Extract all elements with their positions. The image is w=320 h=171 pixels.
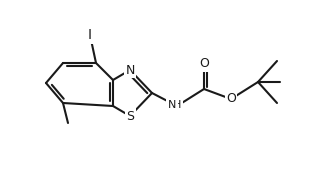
Text: O: O <box>226 92 236 105</box>
Text: H: H <box>173 100 181 110</box>
Text: N: N <box>125 63 135 76</box>
Text: N: N <box>168 100 176 110</box>
Text: I: I <box>88 28 92 42</box>
Text: S: S <box>126 109 134 122</box>
Text: O: O <box>199 57 209 70</box>
